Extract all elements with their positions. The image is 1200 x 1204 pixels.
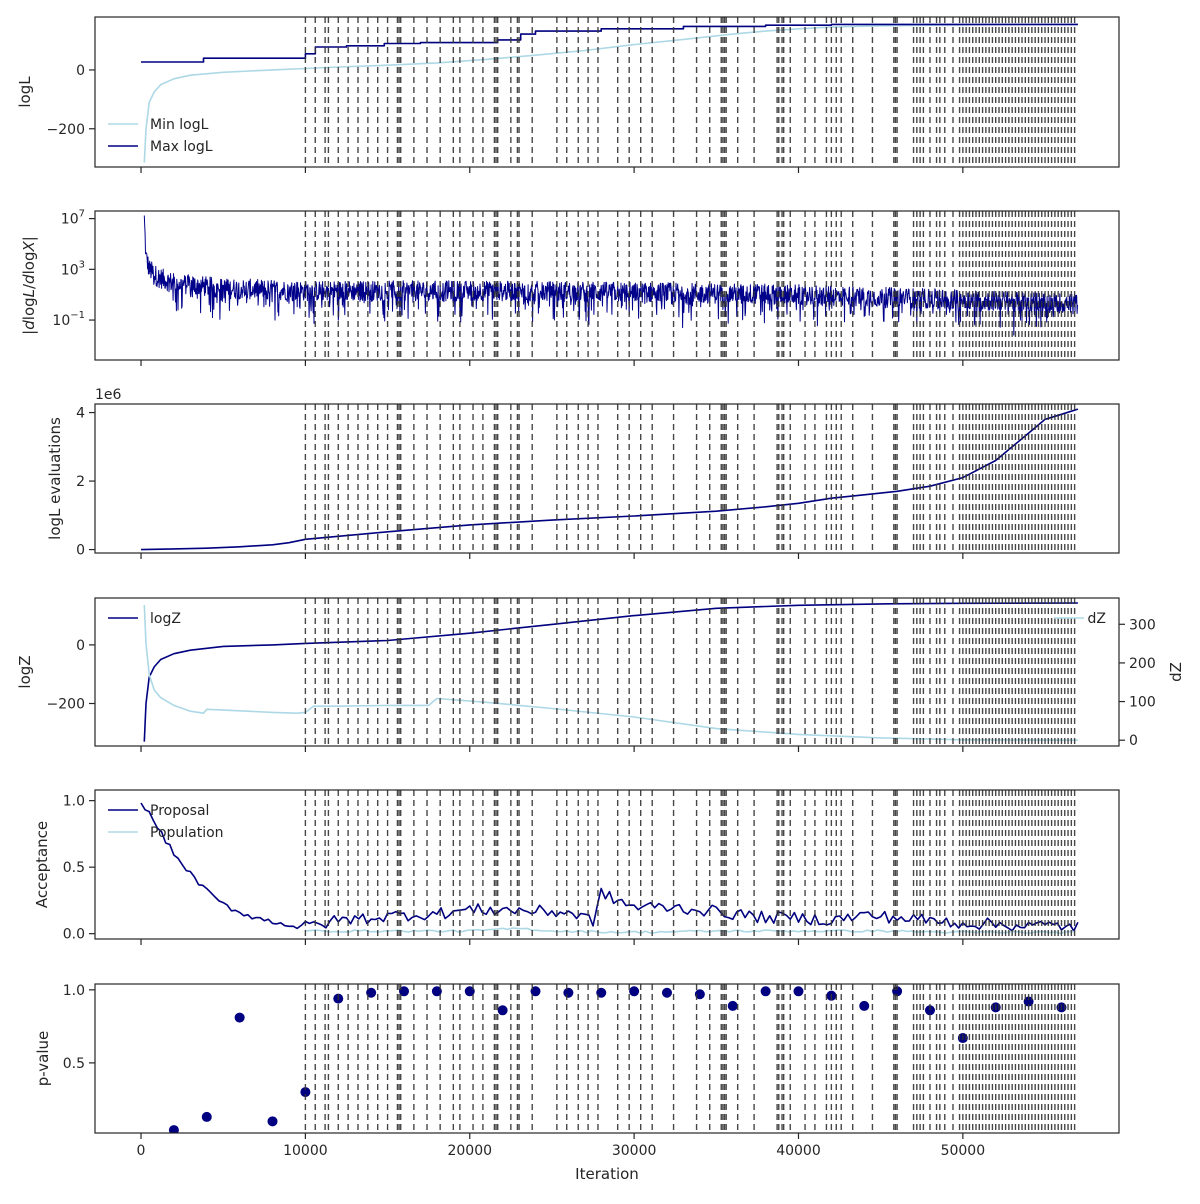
y-tick-label: 0 xyxy=(76,638,85,654)
proposal-line xyxy=(140,802,1079,932)
series-0-line xyxy=(140,408,1079,551)
offset-label: 1e6 xyxy=(95,387,122,403)
y-tick-label: 0.5 xyxy=(63,860,85,876)
plot-area-3 xyxy=(140,404,1079,553)
pvalue-point-12 xyxy=(530,986,541,997)
y-axis-label: |dlogL/dlogX| xyxy=(20,236,38,335)
legend-label: Population xyxy=(150,825,224,841)
x-tick-label: 0 xyxy=(137,1143,146,1159)
legend-label: Max logL xyxy=(150,139,213,155)
pvalue-point-1 xyxy=(168,1125,179,1133)
logz-line xyxy=(143,602,1078,742)
panel-2: 107 103 10−1 |dlogL/dlogX| xyxy=(20,209,1120,366)
pvalue-point-10 xyxy=(464,986,475,997)
axes-frame-4 xyxy=(94,597,1120,747)
pvalue-point-27 xyxy=(1023,996,1034,1007)
y2-tick-label: 0 xyxy=(1129,733,1138,749)
x-tick-label: 50000 xyxy=(941,1143,986,1159)
y-tick-label: 4 xyxy=(76,406,85,422)
x-axis-label: Iteration xyxy=(575,1165,639,1183)
pvalue-point-16 xyxy=(661,987,672,998)
y-tick-label: 0.5 xyxy=(63,1056,85,1072)
pvalue-point-8 xyxy=(399,986,410,997)
y-tick-label: 0 xyxy=(76,63,85,79)
x-tick-label: 20000 xyxy=(447,1143,492,1159)
population-line xyxy=(305,927,1075,935)
pvalue-point-3 xyxy=(234,1012,245,1023)
panel-5: 1.0 0.5 0.0 Acceptance Proposal Population xyxy=(33,789,1120,945)
y-tick-label: −200 xyxy=(47,122,85,138)
legend-label: Proposal xyxy=(150,803,209,819)
y-tick-label: 0 xyxy=(76,543,85,559)
axes-frame-5 xyxy=(94,789,1120,940)
y-axis-label: p-value xyxy=(34,1031,52,1087)
plot-area-4 xyxy=(143,598,1078,746)
plot-area-1 xyxy=(141,17,1078,167)
pvalue-point-14 xyxy=(596,987,607,998)
y2-tick-label: 200 xyxy=(1129,656,1156,672)
panel-3: 4 2 0 1e6 logL evaluations xyxy=(46,387,1120,559)
plot-area-2 xyxy=(143,211,1079,360)
plot-area-5 xyxy=(140,790,1079,939)
plot-area-6 xyxy=(168,984,1076,1133)
pvalue-point-2 xyxy=(201,1111,212,1122)
y-tick-label: 103 xyxy=(61,259,85,278)
panel-4: 0 −200 300 200 100 0 dZ logZ logZ dZ xyxy=(16,597,1185,752)
pvalue-point-19 xyxy=(760,986,771,997)
legend-label: logZ xyxy=(150,611,181,627)
y-tick-label: 1.0 xyxy=(63,794,85,810)
x-tick-label: 40000 xyxy=(776,1143,821,1159)
pvalue-point-22 xyxy=(859,1000,870,1011)
x-tick-label: 30000 xyxy=(612,1143,657,1159)
pvalue-point-9 xyxy=(431,986,442,997)
pvalue-point-5 xyxy=(300,1087,311,1098)
y2-axis-label: dZ xyxy=(1167,662,1185,682)
axes-frame-6 xyxy=(94,983,1120,1134)
min-logl-line xyxy=(143,23,1078,163)
y-tick-label: 0.0 xyxy=(63,927,85,943)
pvalue-point-18 xyxy=(727,1000,738,1011)
y-axis-label: logZ xyxy=(16,655,34,688)
y-tick-label: 10−1 xyxy=(52,310,85,329)
series-0-line xyxy=(143,215,1079,336)
dz-line xyxy=(143,604,1078,741)
pvalue-point-24 xyxy=(924,1005,935,1016)
y-axis-label: logL xyxy=(16,76,34,108)
panel-1: 0 −200 logL Min logL Max logL xyxy=(16,16,1120,173)
pvalue-point-20 xyxy=(793,986,804,997)
legend-label: Min logL xyxy=(150,117,209,133)
pvalue-point-15 xyxy=(629,986,640,997)
x-tick-label: 10000 xyxy=(283,1143,328,1159)
pvalue-point-17 xyxy=(694,989,705,1000)
y-tick-label: 107 xyxy=(61,209,85,228)
pvalue-point-11 xyxy=(497,1005,508,1016)
y2-tick-label: 100 xyxy=(1129,695,1156,711)
y2-tick-label: 300 xyxy=(1129,617,1156,633)
y-tick-label: 1.0 xyxy=(63,983,85,999)
y-tick-label: 2 xyxy=(76,474,85,490)
legend-label: dZ xyxy=(1088,611,1106,627)
y-tick-label: −200 xyxy=(47,697,85,713)
axes-frame-3 xyxy=(94,403,1120,554)
pvalue-point-7 xyxy=(366,987,377,998)
max-logl-line xyxy=(141,23,1078,63)
panel-6: 0 10000 20000 30000 40000 50000 1.0 0.5 p-value I… xyxy=(34,983,1120,1183)
axes-frame-1 xyxy=(94,16,1120,168)
pvalue-point-13 xyxy=(563,987,574,998)
y-axis-label: logL evaluations xyxy=(46,417,64,540)
axes-frame-2 xyxy=(94,210,1120,361)
pvalue-point-23 xyxy=(892,986,903,997)
y-axis-label: Acceptance xyxy=(33,821,51,908)
pvalue-point-4 xyxy=(267,1116,278,1127)
